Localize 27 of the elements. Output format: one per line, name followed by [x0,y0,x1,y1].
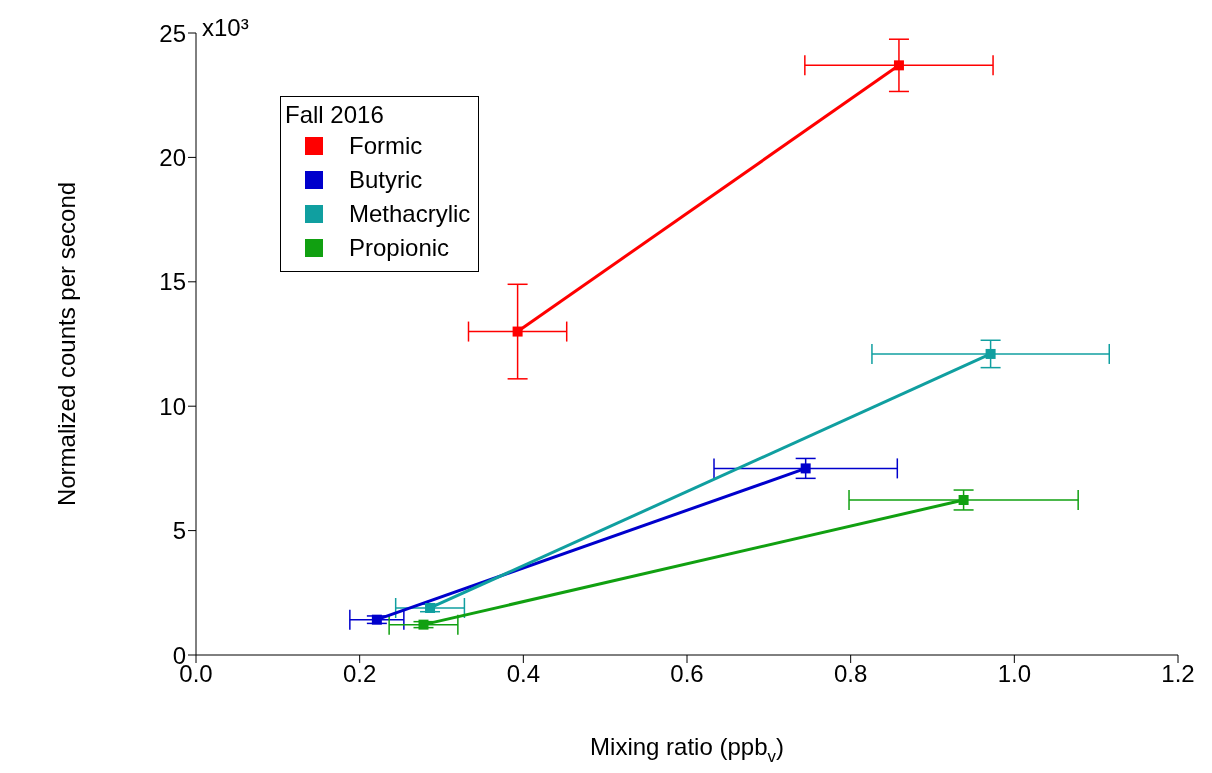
y-tick-label: 10 [159,392,186,420]
point [893,60,904,71]
point [371,614,382,625]
point [425,602,436,613]
point [985,348,996,359]
x-tick-label: 0.6 [670,660,704,688]
point [512,326,523,337]
legend-title: Fall 2016 [285,101,385,129]
x-tick-label: 0.4 [506,660,541,688]
x-tick-label: 0.2 [342,660,377,688]
legend-label: Formic [349,132,423,160]
x-tick-label: 1.0 [997,660,1032,688]
point [418,619,429,630]
point [800,463,811,474]
legend-label: Propionic [349,234,450,262]
legend-label: Methacrylic [349,200,471,228]
x-tick-label: 0.8 [833,660,868,688]
y-tick-label: 25 [159,19,186,47]
y-tick-label: 20 [159,143,186,171]
y-tick-label: 15 [159,268,186,296]
annotation: x10³ [202,14,249,42]
x-tick-label: 1.2 [1161,660,1195,688]
y-axis-title: Normalized counts per second [52,181,80,507]
x-axis-title: Mixing ratio (ppb$_{v}$) [590,733,784,766]
point [958,495,969,505]
legend-label: Butyric [349,166,423,194]
y-tick-label: 5 [172,517,186,545]
